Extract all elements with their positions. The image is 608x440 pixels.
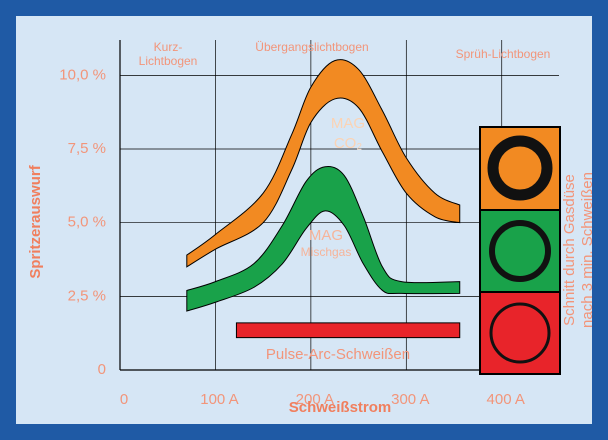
x-tick-label: 400 A xyxy=(487,391,525,408)
annotation: Pulse-Arc-Schweißen xyxy=(266,346,410,363)
chart: 02,5 %5,0 %7,5 %10,0 %0100 A200 A300 A40… xyxy=(0,0,608,440)
y-tick-label: 10,0 % xyxy=(59,66,106,83)
y-axis-title: Spritzerauswurf xyxy=(27,164,44,278)
gasduese-samples xyxy=(480,127,560,374)
y-tick-label: 5,0 % xyxy=(68,214,106,231)
region-label: Kurz- xyxy=(154,40,183,54)
annotation: Mischgas xyxy=(301,245,352,259)
annotation: MAG xyxy=(309,227,343,244)
y-tick-label: 2,5 % xyxy=(68,287,106,304)
side-note: Schnitt durch Gasdüse xyxy=(561,174,578,326)
annotation: CO₂ xyxy=(334,135,363,152)
region-label: Sprüh-Lichtbogen xyxy=(456,47,551,61)
x-tick-label: 0 xyxy=(120,391,128,408)
side-note: nach 3 min. Schweißen xyxy=(579,172,596,328)
y-tick-label: 7,5 % xyxy=(68,140,106,157)
x-tick-label: 300 A xyxy=(391,391,429,408)
x-tick-label: 100 A xyxy=(200,391,238,408)
annotation: MAG xyxy=(331,115,365,132)
region-label: Übergangslichtbogen xyxy=(255,40,368,54)
region-label: Lichtbogen xyxy=(139,54,198,68)
x-axis-title: Schweißstrom xyxy=(289,399,392,416)
band xyxy=(236,323,459,338)
y-tick-label: 0 xyxy=(98,361,106,378)
